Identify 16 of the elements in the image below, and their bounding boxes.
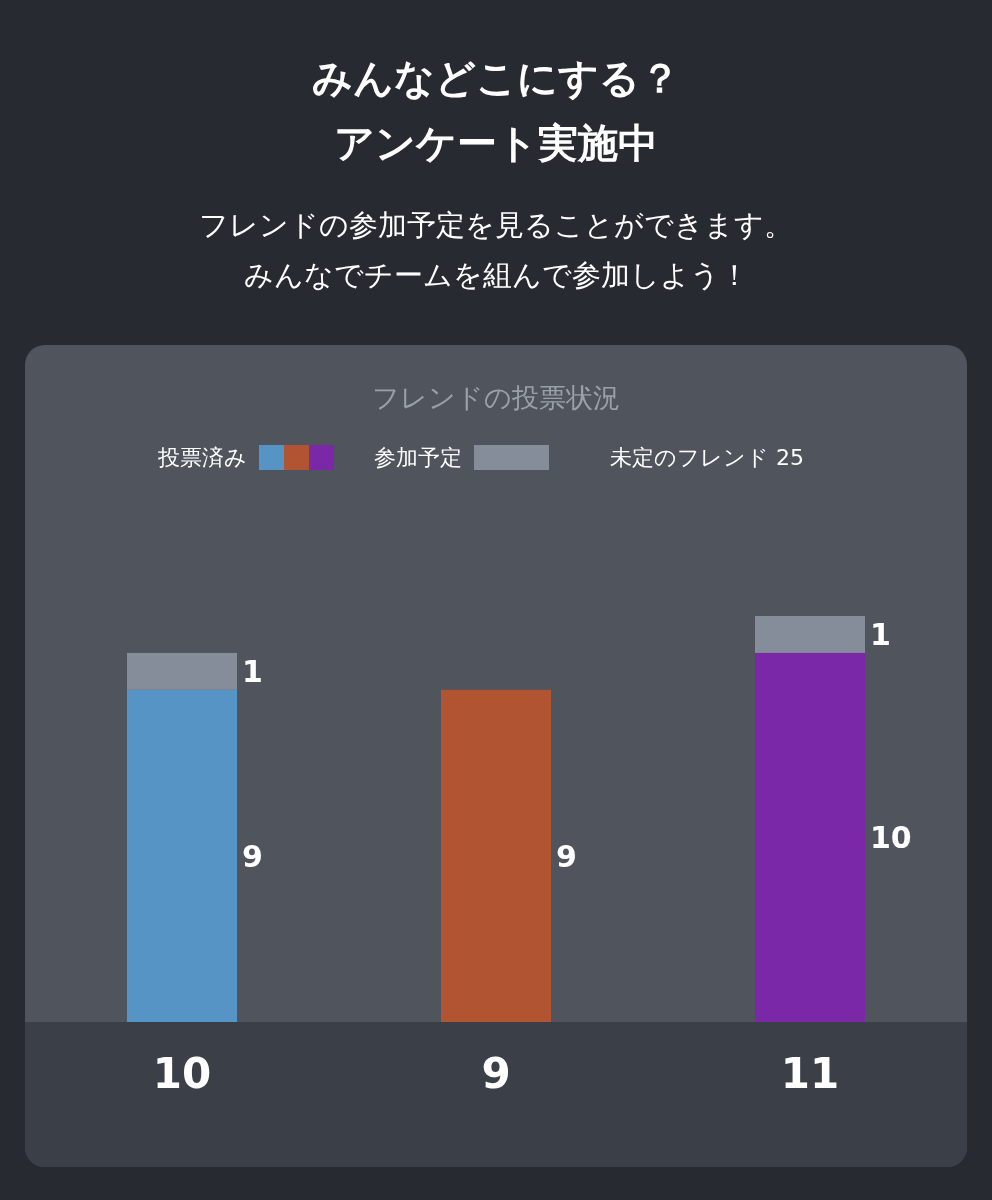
data-label: 9 — [481, 1049, 511, 1098]
data-label: 1 — [870, 617, 891, 653]
total-label: 9 — [556, 838, 577, 874]
total-label: 10 — [152, 1049, 212, 1098]
data-label: 1 — [242, 654, 263, 690]
chart-title: フレンドの投票状況 — [372, 382, 620, 413]
text: みんなでチームを組んで参加しよう！ — [243, 258, 749, 292]
text: フレンドの参加予定を見ることができます。 — [199, 208, 793, 242]
legend-label: 参加予定 — [374, 445, 462, 470]
text: みんなどこにする？ — [312, 55, 680, 101]
text: 未定のフレンド 25 — [610, 445, 804, 470]
data-label: 10 — [870, 820, 912, 856]
text: アンケート実施中 — [334, 120, 658, 166]
legend-label: 投票済み — [157, 445, 247, 470]
data-label: 9 — [242, 838, 263, 874]
total-label: 11 — [780, 1049, 840, 1098]
